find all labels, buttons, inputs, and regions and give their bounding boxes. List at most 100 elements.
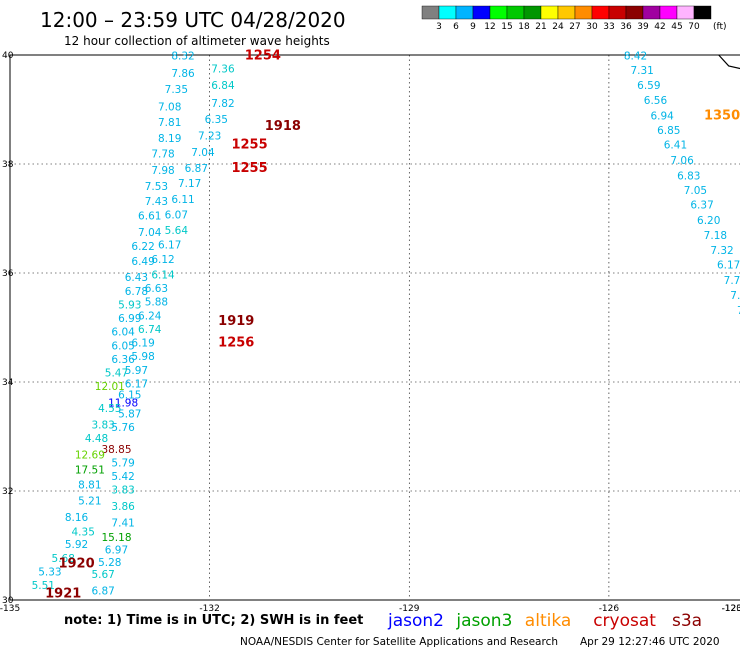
legend-tick-label: 36 — [620, 22, 632, 32]
wave-height-value: 17.51 — [75, 465, 105, 477]
legend-tick-label: 18 — [518, 22, 530, 32]
wave-height-value: 7.82 — [211, 98, 234, 110]
wave-height-value: 7.41 — [111, 517, 134, 529]
legend-swatch — [659, 5, 678, 20]
wave-height-value: 7.04 — [138, 227, 162, 239]
wave-height-value: 7.32 — [710, 245, 733, 257]
legend-tick-label: 42 — [654, 22, 665, 32]
legend-tick-label: 3 — [436, 22, 442, 32]
x-tick-label: -132 — [199, 604, 219, 614]
wave-height-value: 3.83 — [111, 485, 134, 497]
wave-height-value: 6.15 — [118, 389, 141, 401]
wave-height-value: 5.93 — [118, 299, 141, 311]
color-scale-legend: 3 6 9 12 15 18 21 24 27 30 33 36 39 42 45 70 (ft) — [421, 5, 727, 32]
satellite-legend: jason2 jason3 altika cryosat s3a — [387, 611, 702, 631]
pass-time-label: 1256 — [218, 336, 254, 351]
legend-swatch — [625, 5, 644, 20]
wave-height-value: 6.83 — [677, 170, 700, 182]
wave-height-value: 7.35 — [165, 84, 188, 96]
wave-height-value: 5.98 — [131, 351, 154, 363]
y-tick-label: 30 — [2, 596, 14, 606]
wave-height-value: 7.77 — [724, 275, 740, 287]
longitude-ticks: -135 -132 -129 -126 -123-120 — [0, 604, 740, 614]
satellite-name-cryosat: cryosat — [593, 611, 656, 631]
wave-height-value: 8.81 — [78, 479, 101, 491]
wave-height-value: 5.92 — [65, 539, 88, 551]
wave-height-value: 6.04 — [111, 327, 135, 339]
wave-height-value: 5.76 — [111, 422, 135, 434]
legend-swatch — [557, 5, 576, 20]
satellite-name-s3a: s3a — [672, 611, 702, 631]
legend-swatch — [506, 5, 525, 20]
plot-area: -135 -132 -129 -126 -123-120 40 38 36 34 32 30 8.… — [0, 48, 740, 614]
x-tick-label: -126 — [599, 604, 620, 614]
wave-height-value: 8.16 — [65, 512, 89, 524]
latitude-ticks: 40 38 36 34 32 30 — [2, 51, 14, 606]
wave-height-value: 7.05 — [684, 185, 707, 197]
wave-height-value: 5.68 — [52, 553, 75, 565]
legend-tick-label: 6 — [453, 22, 459, 32]
credit-line: NOAA/NESDIS Center for Satellite Applica… — [240, 636, 558, 648]
wave-height-labels: 8.32 7.36 7.86 6.84 7.35 7.82 7.08 6.35 7.81 7.23… — [32, 50, 740, 597]
wave-height-value: 5.88 — [145, 297, 168, 309]
wave-height-value: 12.69 — [75, 449, 105, 461]
wave-height-value: 7.31 — [630, 65, 653, 77]
wave-height-value: 38.85 — [101, 444, 131, 456]
wave-height-value: 5.28 — [98, 557, 121, 569]
pass-time-labels: 1254191812551255135013491919125619201921… — [45, 48, 740, 601]
wave-height-value: 8.19 — [158, 133, 181, 145]
wave-height-value: 6.74 — [138, 324, 162, 336]
wave-height-value: 5.87 — [118, 408, 141, 420]
legend-swatch — [608, 5, 627, 20]
wave-height-value: 6.87 — [185, 163, 208, 175]
legend-swatch — [455, 5, 474, 20]
legend-tick-label: 39 — [637, 22, 649, 32]
wave-height-value: 8.32 — [171, 50, 194, 62]
wave-height-value: 5.67 — [91, 569, 114, 581]
wave-height-value: 3.86 — [111, 501, 135, 513]
wave-height-value: 6.17 — [717, 260, 740, 272]
wave-height-value: 7.40 — [730, 290, 740, 302]
wave-height-value: 7.86 — [171, 68, 195, 80]
wave-height-value: 5.21 — [78, 496, 101, 508]
wave-height-value: 4.35 — [72, 527, 95, 539]
wave-height-value: 6.14 — [151, 269, 175, 281]
wave-height-value: 5.42 — [111, 471, 134, 483]
wave-height-value: 6.41 — [664, 140, 687, 152]
legend-tick-label: 30 — [586, 22, 598, 32]
wave-height-value: 5.33 — [38, 566, 61, 578]
legend-swatch — [489, 5, 508, 20]
wave-height-value: 6.99 — [118, 313, 141, 325]
wave-height-value: 7.43 — [145, 196, 168, 208]
wave-height-value: 5.97 — [125, 365, 148, 377]
wave-height-value: 7.81 — [158, 117, 181, 129]
satellite-name-jason3: jason3 — [455, 611, 512, 631]
wave-height-value: 6.63 — [145, 283, 168, 295]
wave-height-value: 6.05 — [111, 340, 134, 352]
wave-height-value: 6.22 — [131, 241, 154, 253]
legend-unit: (ft) — [713, 22, 727, 32]
legend-tick-label: 70 — [688, 22, 700, 32]
y-tick-label: 38 — [2, 160, 14, 170]
legend-tick-label: 9 — [470, 22, 476, 32]
x-tick-label: -120 — [722, 604, 740, 614]
pass-time-label: 1920 — [58, 556, 94, 571]
wave-height-value: 6.35 — [205, 114, 228, 126]
wave-height-value: 6.37 — [690, 200, 713, 212]
legend-tick-label: 27 — [569, 22, 580, 32]
wave-height-value: 7.17 — [178, 178, 201, 190]
legend-tick-label: 45 — [671, 22, 682, 32]
wave-height-value: 7.98 — [151, 165, 174, 177]
legend-swatch — [540, 5, 559, 20]
wave-height-value: 6.94 — [650, 110, 674, 122]
legend-swatch — [574, 5, 593, 20]
legend-swatch — [676, 5, 695, 20]
x-tick-label: -135 — [0, 604, 20, 614]
wave-height-value: 6.12 — [151, 254, 174, 266]
wave-height-value: 7.18 — [704, 230, 727, 242]
legend-tick-label: 24 — [552, 22, 564, 32]
wave-height-value: 7.78 — [151, 148, 174, 160]
lat-lon-grid — [10, 55, 740, 600]
wave-height-value: 6.97 — [105, 545, 128, 557]
